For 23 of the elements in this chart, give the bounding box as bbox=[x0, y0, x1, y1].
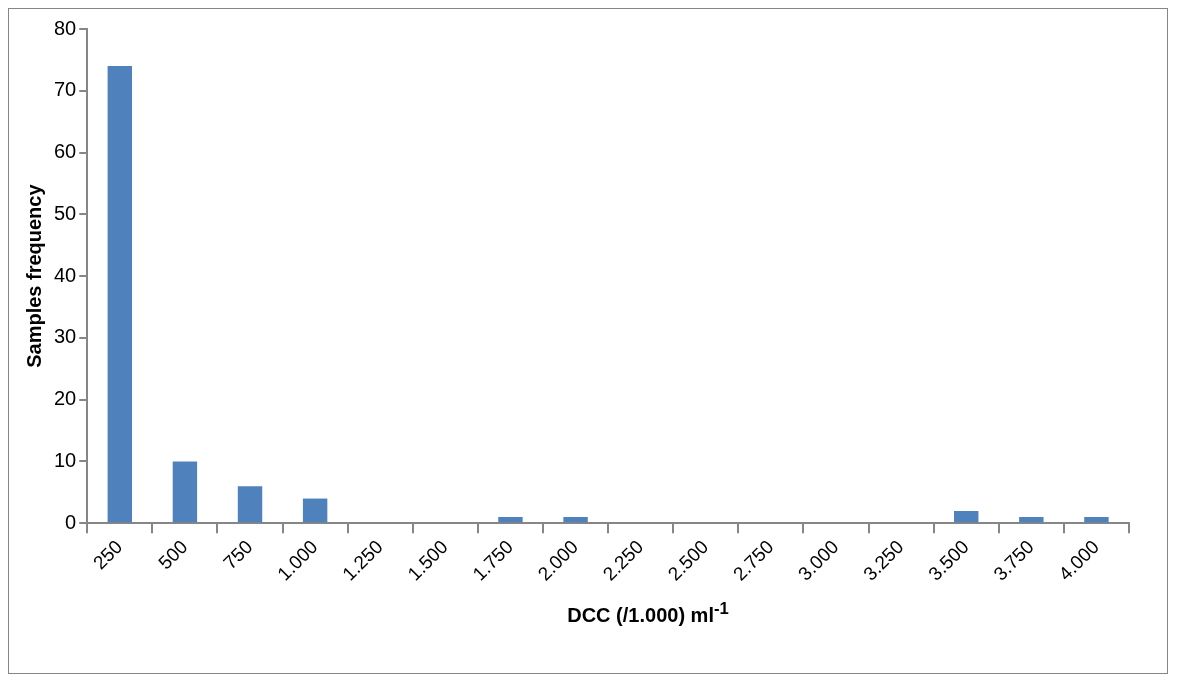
y-tick-label: 10 bbox=[54, 448, 77, 471]
x-tick-label: 500 bbox=[154, 536, 192, 574]
x-axis-title: DCC (/1.000) ml$^{-1}$ bbox=[566, 599, 730, 627]
bar bbox=[302, 498, 328, 523]
bar bbox=[954, 510, 979, 523]
bar bbox=[237, 486, 263, 523]
x-tick-label: 250 bbox=[89, 536, 127, 574]
y-tick-label: 80 bbox=[54, 16, 77, 39]
y-tick-label: 30 bbox=[54, 325, 77, 348]
bar bbox=[1019, 517, 1044, 523]
y-axis-title: Samples frequency bbox=[22, 183, 45, 368]
y-tick-label: 40 bbox=[54, 263, 77, 286]
y-tick-label: 70 bbox=[54, 78, 77, 101]
bar bbox=[1084, 517, 1109, 523]
bar bbox=[498, 517, 523, 523]
x-tick-label: 750 bbox=[219, 536, 257, 574]
bar bbox=[107, 66, 133, 523]
y-tick-label: 20 bbox=[54, 387, 77, 410]
bar bbox=[172, 461, 198, 523]
y-tick-label: 0 bbox=[65, 510, 77, 533]
y-tick-label: 60 bbox=[54, 140, 77, 163]
bar bbox=[563, 517, 588, 523]
y-tick-label: 50 bbox=[54, 201, 77, 224]
